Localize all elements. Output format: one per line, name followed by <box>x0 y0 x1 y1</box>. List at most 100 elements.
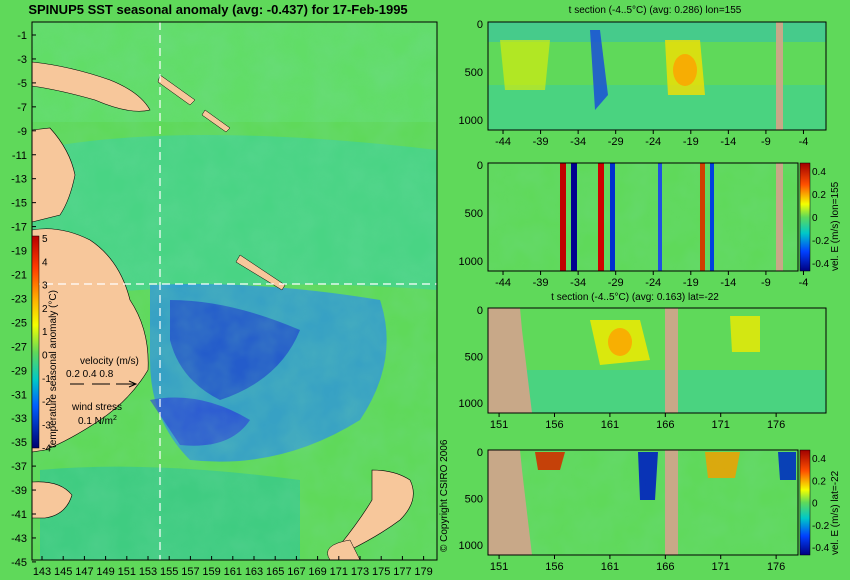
colorbar-tick-label: 3 <box>42 281 48 292</box>
wind-legend-value: 0.1 N/m2 <box>78 415 117 427</box>
colorbar-tick-label: 0 <box>42 351 48 362</box>
lat-tick-label: -15 <box>11 198 27 210</box>
panel-4-x-ticks: 151 156 161 166 171 176 <box>490 555 785 573</box>
panel-3-title: t section (-4..5°C) (avg: 0.163) lat=-22 <box>551 292 719 303</box>
lon-tick-label: 167 <box>287 566 305 578</box>
panel-3-land-mid <box>665 308 678 413</box>
panel-1-surface-band <box>488 22 826 42</box>
depth-tick-label: 0 <box>477 160 483 172</box>
map-colorbar-label: temperature seasonal anomaly (°C) <box>48 290 59 448</box>
depth-tick-label: 1000 <box>459 256 483 268</box>
x-tick-label: -29 <box>608 136 624 148</box>
lat-tick-label: -43 <box>11 533 27 545</box>
colorbar-tick-label: -1 <box>42 374 51 385</box>
x-tick-label: 161 <box>601 419 619 431</box>
lat-tick-label: -5 <box>17 78 27 90</box>
map-colorbar: 5 4 3 2 1 0 -1 -2 -3 -4 temperature seasonal anom… <box>31 234 59 455</box>
panel-1-y-ticks: 0 500 1000 <box>459 19 483 127</box>
wind-legend-title: wind stress <box>71 402 122 413</box>
x-tick-label: 156 <box>545 561 563 573</box>
lon-tick-label: 151 <box>118 566 136 578</box>
depth-tick-label: 0 <box>477 305 483 317</box>
panel-2-jet-east <box>560 163 566 271</box>
x-tick-label: -44 <box>495 136 511 148</box>
new-caledonia-land <box>235 254 286 291</box>
lat-tick-label: -9 <box>17 126 27 138</box>
cape-york-land <box>31 127 76 223</box>
lon-tick-label: 179 <box>414 566 432 578</box>
panel-4-jet-west-2 <box>778 452 796 480</box>
vel-colorbar-tick-label: 0.2 <box>812 190 826 201</box>
panel-2-jet-west <box>571 163 577 271</box>
panel-1-warm-center <box>673 54 697 86</box>
lon-tick-label: 177 <box>393 566 411 578</box>
x-tick-label: -34 <box>570 136 586 148</box>
panel-3-land-west <box>488 308 532 413</box>
vel-colorbar-tick-label: 0 <box>812 213 818 224</box>
x-tick-label: -24 <box>645 136 661 148</box>
vel-colorbar-tick-label: -0.4 <box>812 259 830 270</box>
panel-4-land-mid <box>665 450 678 555</box>
panel-3-warm-east <box>730 316 760 352</box>
x-tick-label: -24 <box>645 277 661 289</box>
wind-legend: wind stress 0.1 N/m2 <box>71 402 122 427</box>
x-tick-label: -9 <box>761 277 771 289</box>
panel-2-x-ticks: -44 -39 -34 -29 -24 -19 -14 -9 -4 <box>495 271 808 289</box>
lat-tick-label: -45 <box>11 557 27 569</box>
vel-colorbar-tick-label: -0.2 <box>812 236 830 247</box>
lon-tick-label: 157 <box>181 566 199 578</box>
panel-1-warm-west <box>500 40 550 90</box>
lat-tick-label: -27 <box>11 341 27 353</box>
lat-tick-label: -37 <box>11 461 27 473</box>
lon-tick-label: 159 <box>202 566 220 578</box>
panel-1-land <box>776 22 783 130</box>
panel-2-jet-west-4 <box>710 163 714 271</box>
depth-tick-label: 500 <box>465 352 483 364</box>
x-tick-label: -14 <box>720 277 736 289</box>
panel-4-land-west <box>488 450 532 555</box>
lon-tick-label: 145 <box>54 566 72 578</box>
lat-tick-label: -3 <box>17 54 27 66</box>
x-tick-label: -29 <box>608 277 624 289</box>
panel-1-title: t section (-4..5°C) (avg: 0.286) lon=155 <box>569 5 742 16</box>
lon-tick-label: 149 <box>96 566 114 578</box>
colorbar-tick-label: 1 <box>42 327 48 338</box>
lat-tick-label: -35 <box>11 437 27 449</box>
panel-1-frame <box>487 21 827 131</box>
lat-tick-label: -11 <box>12 150 27 162</box>
x-tick-label: 156 <box>545 419 563 431</box>
panel-1-cold-tongue <box>590 30 608 110</box>
panel-4-jet-east-2 <box>705 452 740 478</box>
panel-2-colorbar-ramp <box>799 162 811 272</box>
x-tick-label: 151 <box>490 419 508 431</box>
colorbar-tick-label: 4 <box>42 257 48 268</box>
map-colorbar-ramp <box>31 235 40 449</box>
panel-vel-lat: 0.4 0.2 0 -0.2 -0.4 vel. E (m/s) lat=-22 0 50… <box>459 447 841 573</box>
velocity-legend-values: 0.2 0.4 0.8 <box>66 369 114 380</box>
panel-4-frame <box>487 449 799 556</box>
velocity-legend: velocity (m/s) 0.2 0.4 0.8 <box>66 356 139 388</box>
lon-tick-label: 147 <box>75 566 93 578</box>
depth-tick-label: 1000 <box>459 115 483 127</box>
colorbar-tick-label: 5 <box>42 234 48 245</box>
vel-colorbar-tick-label: 0 <box>812 499 818 510</box>
panel-2-jet-west-2 <box>610 163 615 271</box>
vel-colorbar-tick-label: 0.2 <box>812 476 826 487</box>
x-tick-label: -9 <box>761 136 771 148</box>
x-tick-label: 176 <box>767 419 785 431</box>
x-tick-label: -34 <box>570 277 586 289</box>
map-title: SPINUP5 SST seasonal anomaly (avg: -0.43… <box>28 2 407 17</box>
vel-colorbar-tick-label: 0.4 <box>812 167 826 178</box>
arrowhead-icon <box>128 380 138 388</box>
x-tick-label: -19 <box>683 136 699 148</box>
vel-colorbar-tick-label: -0.2 <box>812 521 830 532</box>
depth-tick-label: 1000 <box>459 540 483 552</box>
colorbar-tick-label: -3 <box>42 420 51 431</box>
lon-tick-label: 143 <box>33 566 51 578</box>
x-tick-label: -19 <box>683 277 699 289</box>
vel-colorbar-tick-label: -0.4 <box>812 543 830 554</box>
panel-4-colorbar-label: vel. E (m/s) lat=-22 <box>830 470 841 555</box>
lat-tick-label: -19 <box>11 246 27 258</box>
panel-2-texture <box>488 163 798 271</box>
